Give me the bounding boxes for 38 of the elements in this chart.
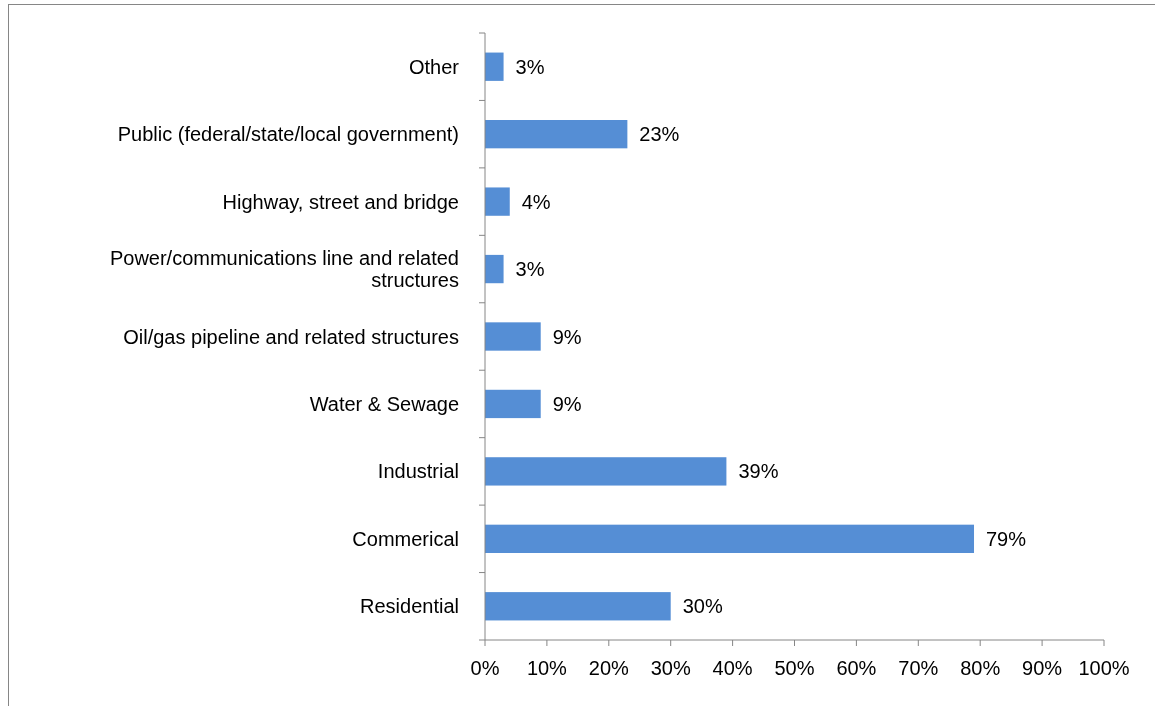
x-tick-label: 30% bbox=[650, 657, 691, 679]
y-tick-label: Residential bbox=[360, 595, 459, 618]
y-tick-label: Public (federal/state/local government) bbox=[117, 123, 459, 146]
x-tick-label: 50% bbox=[774, 657, 815, 679]
y-tick-label: Highway, street and bridge bbox=[222, 190, 459, 213]
data-label: 3% bbox=[515, 258, 545, 281]
bar bbox=[485, 254, 504, 284]
y-tick-label: Oil/gas pipeline and related structures bbox=[123, 325, 459, 348]
data-label: 3% bbox=[515, 55, 545, 78]
bar bbox=[485, 52, 504, 81]
y-tick-label: Water & Sewage bbox=[309, 392, 459, 415]
data-label: 79% bbox=[986, 527, 1027, 550]
data-label: 30% bbox=[682, 595, 723, 618]
y-tick-label: Other bbox=[408, 55, 460, 78]
y-tick-label: Commerical bbox=[352, 527, 459, 550]
data-label: 4% bbox=[521, 190, 551, 213]
x-tick-label: 40% bbox=[712, 657, 753, 679]
x-tick-label: 70% bbox=[898, 657, 939, 679]
y-tick-label: Industrial bbox=[377, 460, 459, 483]
x-tick-label: 20% bbox=[588, 657, 630, 679]
data-label: 39% bbox=[738, 460, 779, 483]
x-tick-label: 0% bbox=[470, 657, 500, 679]
bar bbox=[485, 322, 541, 351]
x-tick-label: 80% bbox=[960, 657, 1001, 679]
bar bbox=[485, 187, 510, 216]
bar bbox=[485, 457, 727, 486]
x-tick-label: 10% bbox=[526, 657, 568, 679]
x-tick-label: 100% bbox=[1078, 657, 1130, 679]
y-tick-label: Power/communications line and related structures bbox=[109, 247, 459, 292]
bar bbox=[485, 592, 671, 621]
x-tick-label: 60% bbox=[836, 657, 877, 679]
bar bbox=[485, 389, 541, 419]
x-tick-label: 90% bbox=[1022, 657, 1063, 679]
bar bbox=[485, 524, 975, 553]
bar bbox=[485, 120, 628, 149]
data-label: 9% bbox=[552, 325, 582, 348]
data-label: 9% bbox=[552, 392, 582, 415]
data-label: 23% bbox=[639, 123, 680, 146]
